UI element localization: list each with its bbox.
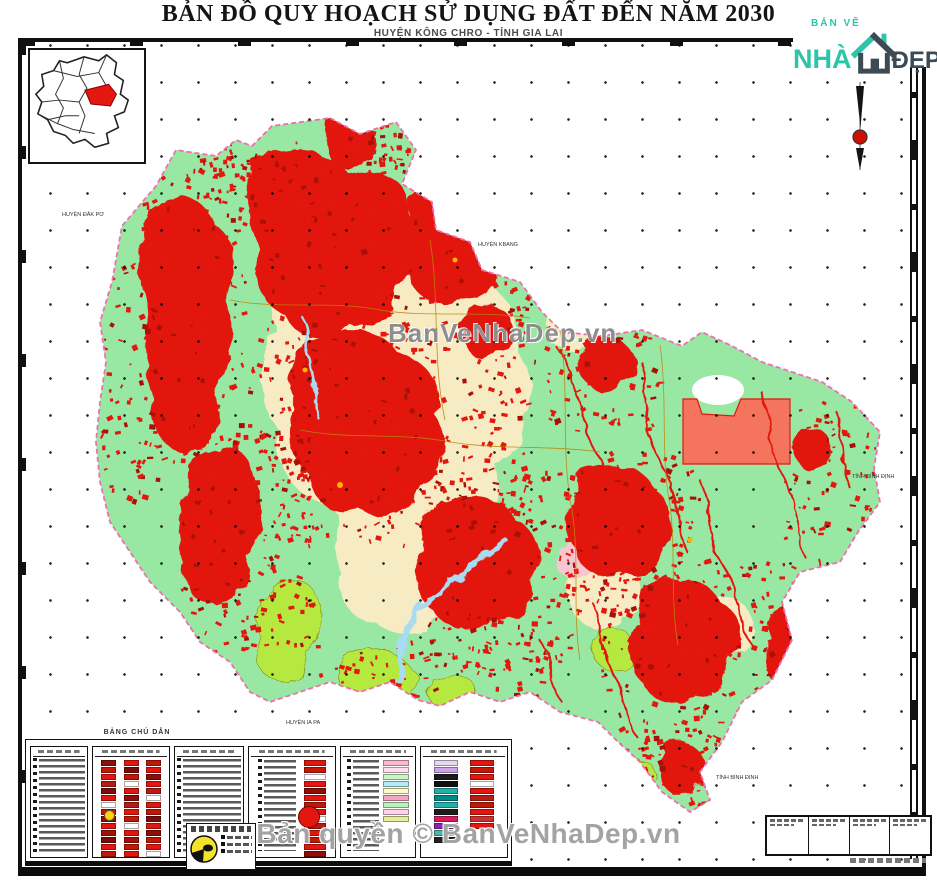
logo-text-suffix: ĐẸP (891, 47, 937, 74)
map-label: HUYỆN ĐĂK PƠ (62, 210, 104, 218)
footer-copyright: Bản quyền © BanVeNhaDep.vn (256, 818, 681, 849)
frame-footnote (850, 858, 926, 863)
logo-text-main: NHÀ (793, 44, 852, 74)
inset-province-map (34, 53, 130, 149)
map-label: TỈNH BÌNH ĐỊNH (852, 473, 895, 480)
inset-locator-map (28, 48, 146, 164)
page-subtitle: HUYỆN KÔNG CHRO - TỈNH GIA LAI (373, 28, 564, 39)
center-watermark: BanVeNhaDep.vn (388, 318, 618, 348)
logo-text-top: BẢN VẼ (811, 18, 861, 29)
map-label: TỈNH BÌNH ĐỊNH (716, 774, 759, 781)
map-label: HUYỆN IA PA (286, 718, 320, 726)
legend-title: BẢNG CHÚ DẪN (103, 729, 171, 736)
page-title: BẢN ĐỒ QUY HOẠCH SỬ DỤNG ĐẤT ĐẾN NĂM 203… (161, 1, 776, 27)
north-arrow-icon (852, 82, 868, 170)
map-label: HUYỆN KBANG (478, 240, 518, 248)
site-logo[interactable]: BẢN VẼ NHÀ ĐẸP (793, 3, 937, 74)
